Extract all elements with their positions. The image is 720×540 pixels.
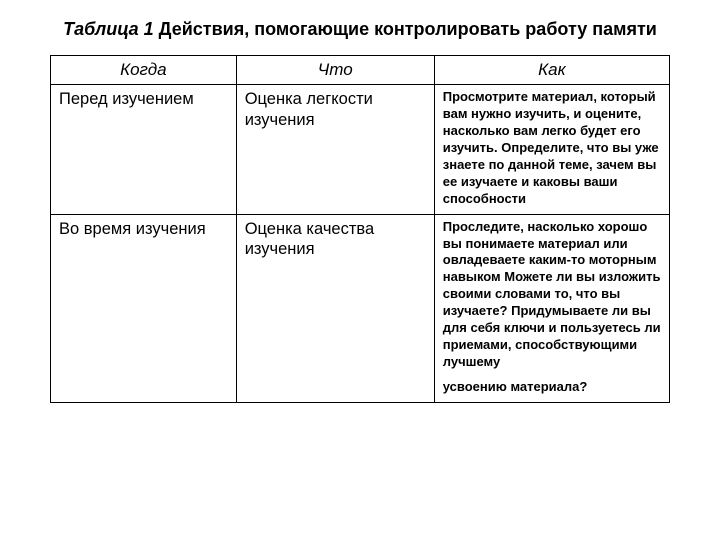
caption-prefix: Таблица 1 (63, 19, 154, 39)
cell-when: Во время изучения (51, 214, 237, 402)
table-row: Во время изучения Оценка качества изучен… (51, 214, 670, 402)
caption-text: Действия, помогающие контролировать рабо… (154, 19, 657, 39)
cell-what: Оценка качества изучения (236, 214, 434, 402)
cell-how-part-b: усвоению материала? (443, 379, 661, 396)
cell-how: Просмотрите материал, который вам нужно … (434, 85, 669, 214)
col-header-what: Что (236, 56, 434, 85)
table-header-row: Когда Что Как (51, 56, 670, 85)
cell-how: Проследите, насколько хорошо вы понимает… (434, 214, 669, 402)
table-caption: Таблица 1 Действия, помогающие контролир… (50, 18, 670, 41)
col-header-how: Как (434, 56, 669, 85)
table-row: Перед изучением Оценка легкости изучения… (51, 85, 670, 214)
memory-actions-table: Когда Что Как Перед изучением Оценка лег… (50, 55, 670, 402)
cell-how-part-a: Проследите, насколько хорошо вы понимает… (443, 219, 661, 371)
cell-what: Оценка легкости изучения (236, 85, 434, 214)
page: Таблица 1 Действия, помогающие контролир… (0, 0, 720, 540)
col-header-when: Когда (51, 56, 237, 85)
cell-when: Перед изучением (51, 85, 237, 214)
